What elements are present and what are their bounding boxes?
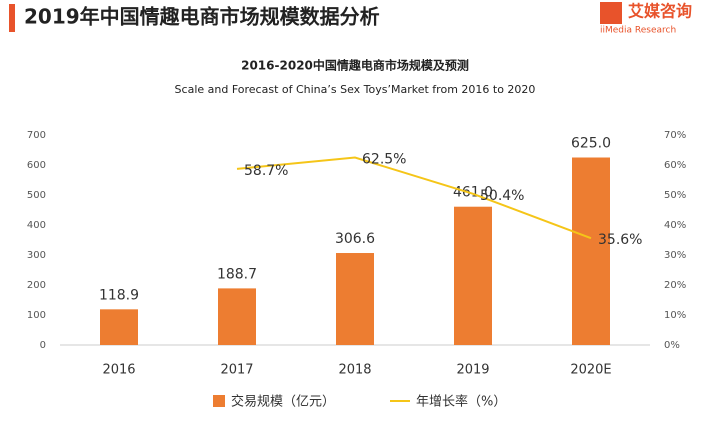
y-tick-label: 700 [27, 130, 46, 141]
y2-tick-label: 50% [664, 190, 686, 201]
y2-tick-label: 30% [664, 250, 686, 261]
y2-tick-label: 0% [664, 340, 680, 351]
x-tick-label: 2018 [338, 363, 371, 378]
logo: 艾媒咨询 [628, 2, 692, 21]
y-tick-label: 600 [27, 160, 46, 171]
y-tick-label: 0 [40, 340, 46, 351]
y2-tick-label: 20% [664, 280, 686, 291]
bar-label: 118.9 [99, 287, 139, 303]
y2-tick-label: 10% [664, 310, 686, 321]
line-label: 50.4% [480, 188, 524, 204]
y2-tick-label: 70% [664, 130, 686, 141]
x-tick-label: 2017 [220, 363, 253, 378]
y-tick-label: 400 [27, 220, 46, 231]
y-tick-label: 300 [27, 250, 46, 261]
y-tick-label: 100 [27, 310, 46, 321]
line [236, 156, 592, 240]
bar [454, 206, 492, 345]
bar-label: 625.0 [571, 136, 611, 152]
chart-subtitle: Scale and Forecast of China’s Sex Toys’M… [175, 83, 536, 96]
x-tick-label: 2019 [456, 363, 489, 378]
x-tick-label: 2016 [102, 363, 135, 378]
legend-label: 交易规模（亿元） [231, 394, 335, 410]
y-tick-label: 500 [27, 190, 46, 201]
bar [336, 253, 374, 345]
bar-label: 188.7 [217, 266, 257, 282]
bar [572, 157, 610, 345]
logo-icon [600, 2, 622, 24]
x-tick-label: 2020E [570, 363, 611, 378]
legend-label: 年增长率（%） [416, 394, 506, 410]
y2-tick-label: 60% [664, 160, 686, 171]
title-accent [9, 4, 15, 32]
y2-tick-label: 40% [664, 220, 686, 231]
logo-sub: iiMedia Research [600, 26, 676, 36]
bar-label: 306.6 [335, 231, 375, 247]
bar [100, 309, 138, 345]
y-tick-label: 200 [27, 280, 46, 291]
line-label: 62.5% [362, 152, 406, 168]
line-label: 58.7% [244, 163, 288, 179]
bar [218, 288, 256, 345]
legend-swatch [213, 395, 225, 407]
chart-title: 2016-2020中国情趣电商市场规模及预测 [241, 58, 469, 73]
line-label: 35.6% [598, 232, 642, 248]
page-title: 2019年中国情趣电商市场规模数据分析 [24, 5, 380, 29]
